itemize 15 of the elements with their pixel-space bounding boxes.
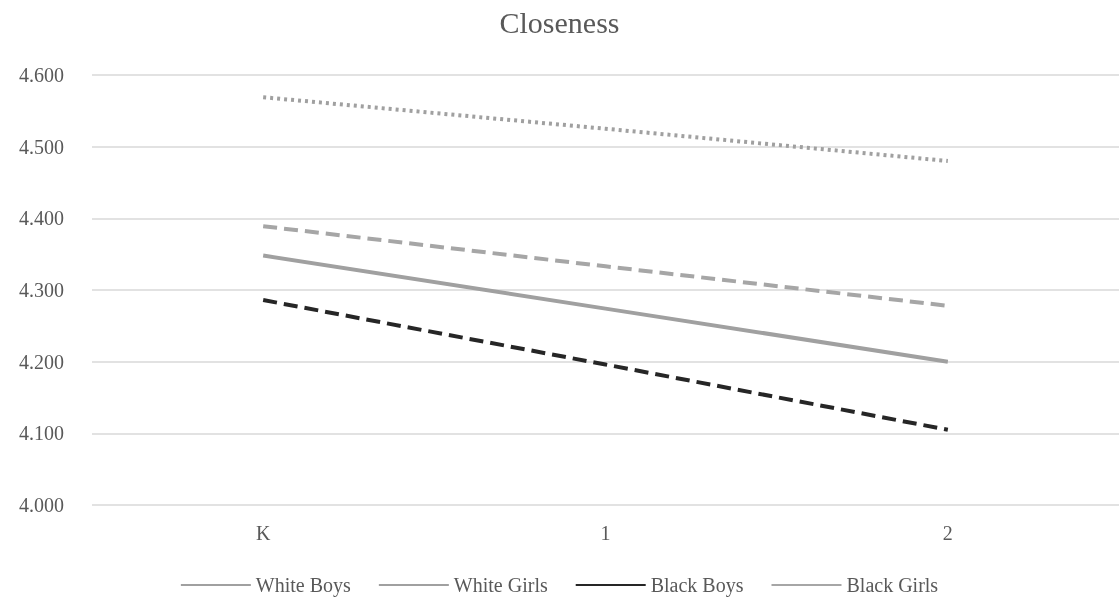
y-tick-label: 4.500: [19, 135, 64, 158]
y-tick-label: 4.600: [19, 64, 64, 86]
y-tick-label: 4.000: [19, 494, 64, 516]
legend-label: White Boys: [255, 574, 352, 597]
x-tick-label: 2: [942, 522, 953, 544]
x-tick-label: 1: [600, 522, 611, 544]
legend-label: Black Girls: [846, 574, 939, 596]
y-tick-label: 4.300: [19, 279, 64, 301]
legend-label: White Girls: [453, 574, 548, 596]
x-tick-label: K: [255, 522, 271, 544]
chart-title: Closeness: [499, 5, 620, 39]
y-tick-label: 4.400: [19, 207, 64, 230]
y-tick-label: 4.200: [19, 350, 64, 373]
y-tick-label: 4.100: [19, 422, 64, 445]
legend-label: Black Boys: [650, 574, 744, 597]
